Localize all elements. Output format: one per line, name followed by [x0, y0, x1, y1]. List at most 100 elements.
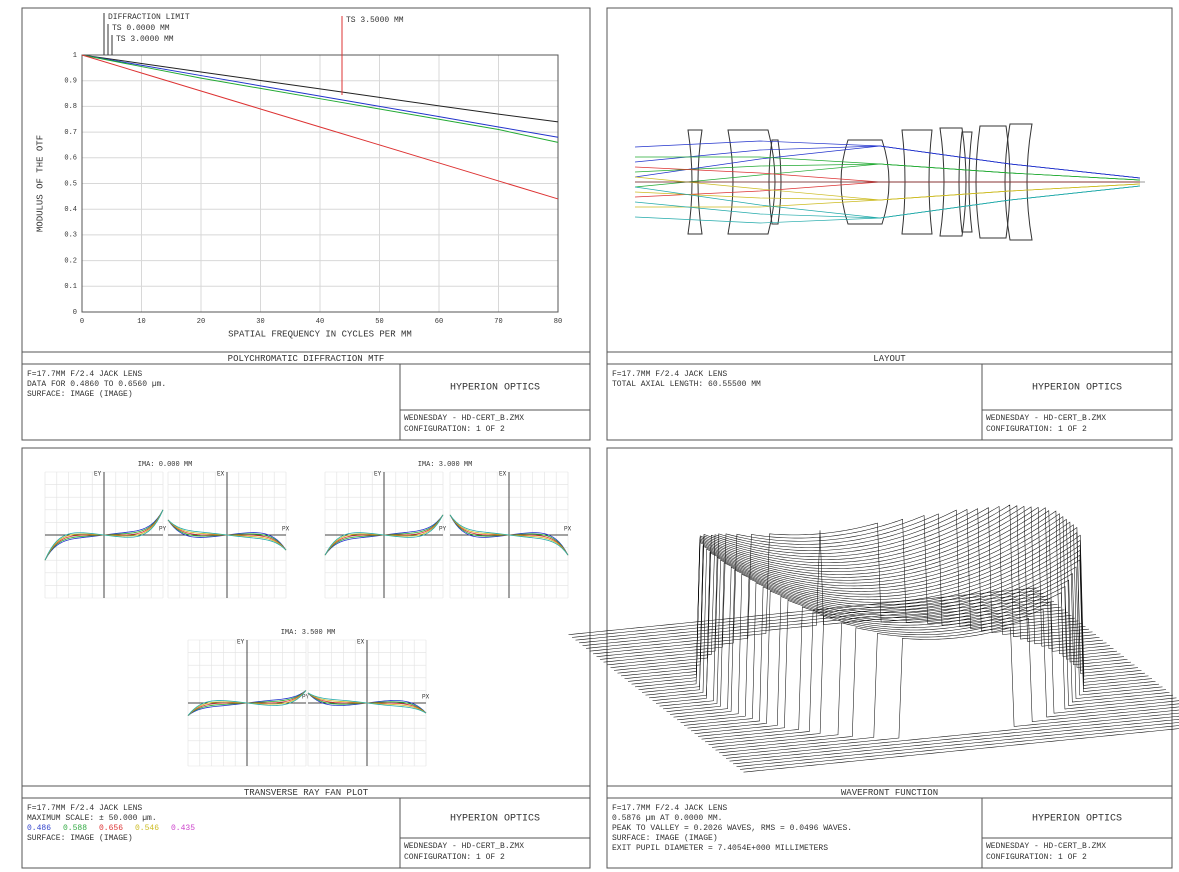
surface-line — [732, 719, 1179, 765]
panel-frame — [606, 447, 1173, 869]
series-label: DIFFRACTION LIMIT — [108, 13, 190, 22]
surface-line — [690, 559, 1160, 732]
surface-line — [641, 510, 1111, 693]
wavelength-label: 0.656 — [99, 824, 123, 833]
surface-line — [624, 505, 1093, 679]
fan-curve — [307, 692, 427, 714]
info-line: PEAK TO VALLEY = 0.2026 WAVES, RMS = 0.0… — [612, 824, 852, 833]
surface-line — [729, 715, 1179, 762]
fan-axis-label: EX — [357, 639, 365, 646]
ray — [634, 145, 1141, 179]
wavelength-label: 0.486 — [27, 824, 51, 833]
surface-line — [743, 728, 1179, 773]
y-tick-label: 0.1 — [64, 283, 77, 291]
fan-axis-label: EY — [94, 471, 102, 478]
info-line: F=17.7MM F/2.4 JACK LENS — [27, 804, 142, 813]
plot-frame — [81, 54, 559, 313]
surface-line — [613, 507, 1083, 671]
fan-axis-label: PX — [564, 526, 572, 533]
series-label: TS 0.0000 MM — [112, 24, 170, 33]
surface-line — [718, 617, 1179, 754]
surface-line — [669, 532, 1139, 715]
company-name: HYPERION OPTICS — [450, 814, 540, 825]
footer-line: CONFIGURATION: 1 OF 2 — [404, 425, 505, 434]
panel-title: LAYOUT — [873, 354, 906, 364]
surface-line — [617, 505, 1086, 674]
fan-axis-label: EX — [499, 471, 507, 478]
surface-line — [652, 516, 1121, 701]
surface-line — [659, 521, 1128, 707]
lens-element — [975, 125, 1011, 239]
fan-axis-label: PY — [302, 694, 310, 701]
x-tick-label: 30 — [256, 318, 264, 326]
surface-line — [736, 722, 1179, 767]
mtf-curve — [81, 54, 559, 123]
info-line: TOTAL AXIAL LENGTH: 60.55500 MM — [612, 380, 761, 389]
field-label: IMA: 3.000 MM — [418, 461, 473, 469]
surface-line — [680, 544, 1149, 723]
footer-line: CONFIGURATION: 1 OF 2 — [404, 853, 505, 862]
fan-axis-label: EY — [237, 639, 245, 646]
surface-line — [610, 508, 1079, 668]
info-line: F=17.7MM F/2.4 JACK LENS — [612, 370, 727, 379]
surface-line — [666, 526, 1135, 712]
wavelength-label: 0.435 — [171, 824, 195, 833]
fan-curve — [449, 514, 569, 556]
lens-element — [687, 129, 703, 235]
ray — [634, 185, 1141, 224]
surface-line — [722, 627, 1179, 756]
lens-element — [768, 139, 782, 225]
company-name: HYPERION OPTICS — [1032, 814, 1122, 825]
info-line: MAXIMUM SCALE: ± 50.000 µm. — [27, 814, 157, 823]
surface-line — [585, 530, 1055, 649]
lens-element — [840, 139, 890, 225]
footer-line: WEDNESDAY - HD-CERT_B.ZMX — [404, 414, 524, 423]
field-label: IMA: 3.500 MM — [281, 629, 336, 637]
surface-line — [575, 593, 1044, 641]
y-tick-label: 1 — [73, 52, 77, 60]
lens-element — [958, 131, 973, 233]
surface-line — [708, 592, 1177, 745]
info-line: DATA FOR 0.4860 TO 0.6560 µm. — [27, 380, 166, 389]
surface-line — [655, 518, 1125, 704]
x-tick-label: 50 — [375, 318, 383, 326]
footer-line: WEDNESDAY - HD-CERT_B.ZMX — [986, 842, 1106, 851]
mtf-curve — [81, 54, 559, 143]
y-tick-label: 0.5 — [64, 180, 77, 188]
wavefront-surface — [568, 504, 1179, 773]
surface-line — [683, 549, 1153, 726]
x-tick-label: 10 — [137, 318, 145, 326]
y-tick-label: 0 — [73, 309, 77, 317]
y-tick-label: 0.9 — [64, 78, 77, 86]
mtf-curve — [81, 54, 559, 200]
fan-axis-label: EX — [217, 471, 225, 478]
surface-line — [725, 712, 1179, 759]
info-line: F=17.7MM F/2.4 JACK LENS — [27, 370, 142, 379]
surface-line — [634, 506, 1104, 688]
fan-curve — [187, 690, 307, 716]
fan-curve — [44, 509, 164, 561]
y-tick-label: 0.8 — [64, 103, 77, 111]
footer-line: CONFIGURATION: 1 OF 2 — [986, 853, 1087, 862]
surface-line — [711, 601, 1179, 748]
x-tick-label: 80 — [554, 318, 562, 326]
surface-line — [662, 524, 1132, 710]
field-label: IMA: 0.000 MM — [138, 461, 193, 469]
surface-line — [627, 505, 1097, 682]
surface-line — [645, 510, 1114, 696]
panel-title: WAVEFRONT FUNCTION — [841, 788, 938, 798]
surface-line — [599, 513, 1069, 660]
info-line: SURFACE: IMAGE (IMAGE) — [27, 390, 133, 399]
series-label: TS 3.5000 MM — [346, 16, 404, 25]
surface-line — [704, 586, 1174, 743]
surface-line — [638, 507, 1107, 690]
y-tick-label: 0.4 — [64, 206, 77, 214]
surface-line — [606, 509, 1076, 666]
info-line: F=17.7MM F/2.4 JACK LENS — [612, 804, 727, 813]
x-tick-label: 20 — [197, 318, 205, 326]
company-name: HYPERION OPTICS — [1032, 383, 1122, 394]
wavelength-label: 0.588 — [63, 824, 87, 833]
mtf-curve — [81, 54, 559, 138]
y-tick-label: 0.6 — [64, 155, 77, 163]
